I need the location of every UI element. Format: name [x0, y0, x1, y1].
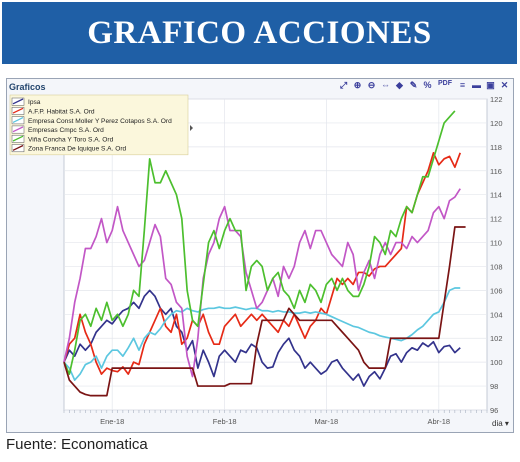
y-tick-label: 116: [490, 167, 502, 176]
series-line-4: [63, 110, 456, 375]
legend-swatch: [12, 98, 24, 105]
pan-icon[interactable]: ⇔: [381, 80, 390, 90]
legend-label: A.F.P. Habitat S.A. Ord: [28, 109, 95, 116]
series-line-3: [63, 188, 461, 378]
legend-swatch: [12, 117, 24, 123]
zoom-out-icon[interactable]: ⊖: [367, 80, 376, 90]
panel-title: Graficos: [9, 82, 46, 92]
restore-icon[interactable]: ▣: [486, 80, 495, 90]
series-line-5: [63, 226, 466, 397]
y-tick-label: 118: [490, 143, 502, 152]
pdf-icon[interactable]: PDF: [438, 80, 452, 87]
series-line-1: [63, 151, 462, 375]
range-select[interactable]: dia ▾: [492, 419, 509, 428]
menu-icon[interactable]: ≡: [459, 80, 466, 90]
close-icon[interactable]: ✕: [500, 80, 509, 90]
y-tick-label: 112: [490, 215, 502, 224]
title-banner: GRAFICO ACCIONES: [2, 2, 517, 64]
legend-label: Empresa Const Moller Y Perez Cotapos S.A…: [28, 118, 172, 125]
y-tick-label: 96: [490, 406, 498, 415]
y-tick-label: 122: [490, 95, 503, 104]
legend-label: Zona Franca De Iquique S.A. Ord: [28, 146, 127, 153]
percent-icon[interactable]: %: [423, 80, 432, 90]
legend-swatch: [12, 144, 24, 151]
x-tick-label: Mar-18: [314, 417, 338, 426]
y-tick-label: 102: [490, 334, 503, 343]
legend-swatch: [12, 135, 24, 142]
y-tick-label: 100: [490, 358, 503, 367]
legend-label: Ipsa: [28, 99, 41, 106]
x-tick-label: Abr-18: [428, 417, 451, 426]
y-tick-label: 108: [490, 262, 503, 271]
legend-label: Empresas Cmpc S.A. Ord: [28, 127, 104, 134]
legend-swatch: [12, 126, 24, 133]
indicator-icon[interactable]: ◆: [396, 80, 403, 90]
x-tick-label: Ene-18: [100, 417, 124, 426]
y-tick-label: 106: [490, 286, 503, 295]
y-tick-label: 120: [490, 119, 503, 128]
draw-icon[interactable]: ✎: [409, 80, 418, 90]
y-tick-label: 104: [490, 310, 503, 319]
chart-toolbar: ⤢ ⊕ ⊖ ⇔ ◆ ✎% PDF ≡ ▬ ▣ ✕: [338, 80, 510, 91]
minimize-icon[interactable]: ▬: [472, 80, 481, 90]
legend-label: Viña Concha Y Toro S.A. Ord: [28, 136, 114, 143]
y-tick-label: 98: [490, 382, 498, 391]
expand-icon[interactable]: ⤢: [339, 80, 348, 90]
banner-title: GRAFICO ACCIONES: [87, 14, 432, 51]
y-tick-label: 110: [490, 239, 502, 248]
x-tick-label: Feb-18: [213, 417, 237, 426]
legend-swatch: [12, 107, 24, 114]
legend-box: [9, 94, 189, 156]
legend-expand-arrow: [190, 125, 193, 131]
zoom-in-icon[interactable]: ⊕: [353, 80, 362, 90]
source-note: Fuente: Economatica: [6, 436, 148, 453]
y-tick-label: 114: [490, 191, 502, 200]
